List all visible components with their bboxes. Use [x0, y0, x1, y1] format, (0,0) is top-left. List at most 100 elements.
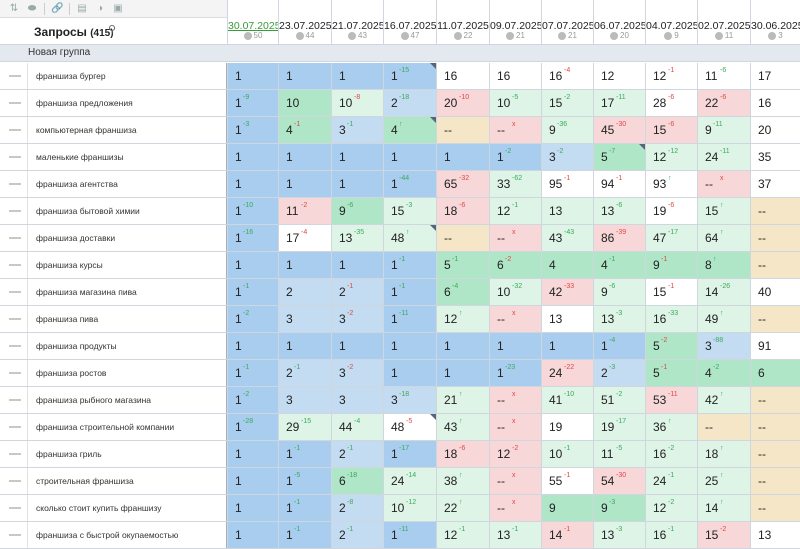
position-cell[interactable]: 10 -1 — [541, 441, 593, 467]
row-handle[interactable] — [9, 156, 21, 158]
position-cell[interactable]: -- x — [489, 468, 541, 494]
table-row[interactable]: строительная франшиза 1 1 -5 6 -18 24 -14 38 ↑ -- x… — [0, 468, 800, 495]
position-cell[interactable]: 1 -1 — [383, 252, 436, 278]
date-label[interactable]: 30.07.2025 — [228, 20, 281, 32]
position-cell[interactable]: 1 -23 — [489, 360, 541, 386]
position-cell[interactable]: 2 -1 — [278, 360, 331, 386]
position-cell[interactable]: 5 -1 — [645, 360, 697, 386]
position-cell[interactable]: 1 — [227, 468, 278, 494]
row-handle[interactable] — [9, 372, 21, 374]
position-cell[interactable]: 1 -4 — [593, 333, 645, 359]
position-cell[interactable]: 9 — [541, 495, 593, 521]
date-label[interactable]: 11.07.2025 — [437, 20, 489, 32]
position-cell[interactable]: 1 -2 — [227, 306, 278, 332]
position-cell[interactable]: 1 -17 — [383, 441, 436, 467]
position-cell[interactable]: 1 -9 — [227, 90, 278, 116]
position-cell[interactable]: 6 -4 — [436, 279, 489, 305]
position-cell[interactable]: 9 -1 — [645, 252, 697, 278]
position-cell[interactable]: 13 -6 — [593, 198, 645, 224]
position-cell[interactable]: 17 — [750, 63, 800, 89]
position-cell[interactable]: 35 — [750, 144, 800, 170]
query-text[interactable]: франшиза строительной компании — [36, 421, 175, 432]
position-cell[interactable]: 15 -3 — [383, 198, 436, 224]
row-handle[interactable] — [9, 534, 21, 536]
position-cell[interactable]: 22 -6 — [697, 90, 750, 116]
table-row[interactable]: франшиза доставки 1 -16 17 -4 13 -35 48 ↑ -- -- x 43… — [0, 225, 800, 252]
position-cell[interactable]: 1 -2 — [489, 144, 541, 170]
position-cell[interactable]: 3 — [331, 387, 383, 413]
table-row[interactable]: франшиза бытовой химии 1 -10 11 -2 9 -6 15 -3 18-… — [0, 198, 800, 225]
row-handle[interactable] — [9, 318, 21, 320]
date-label[interactable]: 04.07.2025 — [646, 20, 699, 32]
table-row[interactable]: франшиза рыбного магазина 1 -2 3 3 3 -18 21 ↑ -- x… — [0, 387, 800, 414]
table-row[interactable]: франшиза агентства 1 1 1 1 -44 65 -32 33 -62 95 -1 9… — [0, 171, 800, 198]
position-cell[interactable]: 16 — [750, 90, 800, 116]
table-row[interactable]: франшиза продукты 1 1 1 1 1 1 1 1 -4 5 -2 3 -88 91 — [0, 333, 800, 360]
position-cell[interactable]: 2 -18 — [383, 90, 436, 116]
position-cell[interactable]: 91 — [750, 333, 800, 359]
position-cell[interactable]: 13 — [750, 522, 800, 548]
image-icon[interactable]: ▣ — [113, 3, 123, 14]
position-cell[interactable]: 10 -12 — [383, 495, 436, 521]
position-cell[interactable]: 16 -4 — [541, 63, 593, 89]
date-label[interactable]: 02.07.2025 — [698, 20, 751, 32]
query-text[interactable]: франшиза гриль — [36, 448, 102, 459]
position-cell[interactable]: 17 -4 — [278, 225, 331, 251]
position-cell[interactable]: 1 — [278, 333, 331, 359]
position-cell[interactable]: 2 — [278, 279, 331, 305]
position-cell[interactable]: 36 ↑ — [645, 414, 697, 440]
position-cell[interactable]: 1 — [331, 144, 383, 170]
position-cell[interactable]: 40 — [750, 279, 800, 305]
position-cell[interactable]: 1 — [436, 333, 489, 359]
table-row[interactable]: франшиза курсы 1 1 1 1 -1 5 -1 6 -2 4 4 -1 9 -1 8 ↑ -- — [0, 252, 800, 279]
position-cell[interactable]: 3 -2 — [331, 360, 383, 386]
position-cell[interactable]: 12 -1 — [436, 522, 489, 548]
position-cell[interactable]: -- x — [489, 117, 541, 143]
date-label[interactable]: 16.07.2025 — [384, 20, 437, 32]
row-handle[interactable] — [9, 426, 21, 428]
position-cell[interactable]: 9 -6 — [593, 279, 645, 305]
position-cell[interactable]: 12 — [593, 63, 645, 89]
position-cell[interactable]: 19 -17 — [593, 414, 645, 440]
position-cell[interactable]: 54 -30 — [593, 468, 645, 494]
position-cell[interactable]: 33 -62 — [489, 171, 541, 197]
position-cell[interactable]: 1 — [541, 333, 593, 359]
position-cell[interactable]: 11 -5 — [593, 441, 645, 467]
position-cell[interactable]: 12 ↑ — [436, 306, 489, 332]
position-cell[interactable]: 10 -5 — [489, 90, 541, 116]
position-cell[interactable]: -- x — [489, 387, 541, 413]
position-cell[interactable]: 45 -30 — [593, 117, 645, 143]
position-cell[interactable]: 13 -3 — [593, 306, 645, 332]
table-row[interactable]: франшиза гриль 1 1 -1 2 -1 1 -17 18 -6 12 -2 10 -1 11-… — [0, 441, 800, 468]
position-cell[interactable]: 16 -1 — [645, 522, 697, 548]
position-cell[interactable]: -- x — [489, 225, 541, 251]
position-cell[interactable]: 55 -1 — [541, 468, 593, 494]
position-cell[interactable]: 9 -6 — [331, 198, 383, 224]
row-handle[interactable] — [9, 237, 21, 239]
position-cell[interactable]: 18 ↑ — [697, 441, 750, 467]
date-label[interactable]: 23.07.2025 — [279, 20, 332, 32]
position-cell[interactable]: 1 -2 — [227, 387, 278, 413]
position-cell[interactable]: -- — [436, 117, 489, 143]
position-cell[interactable]: 4 -1 — [593, 252, 645, 278]
position-cell[interactable]: 9 -36 — [541, 117, 593, 143]
position-cell[interactable]: 53 -11 — [645, 387, 697, 413]
position-cell[interactable]: 4 -1 — [278, 117, 331, 143]
position-cell[interactable]: 1 -44 — [383, 171, 436, 197]
position-cell[interactable]: 1 — [227, 441, 278, 467]
query-text[interactable]: франшиза бытовой химии — [36, 205, 140, 216]
date-column-header[interactable]: 11.07.2025 22 — [436, 0, 489, 45]
table-row[interactable]: маленькие франшизы 1 1 1 1 1 1 -2 3 -2 5 -7 12 -12 24-… — [0, 144, 800, 171]
position-cell[interactable]: 10 -32 — [489, 279, 541, 305]
position-cell[interactable]: 1 — [227, 495, 278, 521]
position-cell[interactable]: 15 ↑ — [697, 198, 750, 224]
date-label[interactable]: 07.07.2025 — [542, 20, 595, 32]
position-cell[interactable]: -- — [750, 252, 800, 278]
position-cell[interactable]: 24 -22 — [541, 360, 593, 386]
position-cell[interactable]: 1 -10 — [227, 198, 278, 224]
position-cell[interactable]: 42 -33 — [541, 279, 593, 305]
position-cell[interactable]: 1 — [278, 144, 331, 170]
query-text[interactable]: франшиза доставки — [36, 232, 116, 243]
row-handle[interactable] — [9, 264, 21, 266]
query-text[interactable]: франшиза с быстрой окупаемостью — [36, 529, 179, 540]
